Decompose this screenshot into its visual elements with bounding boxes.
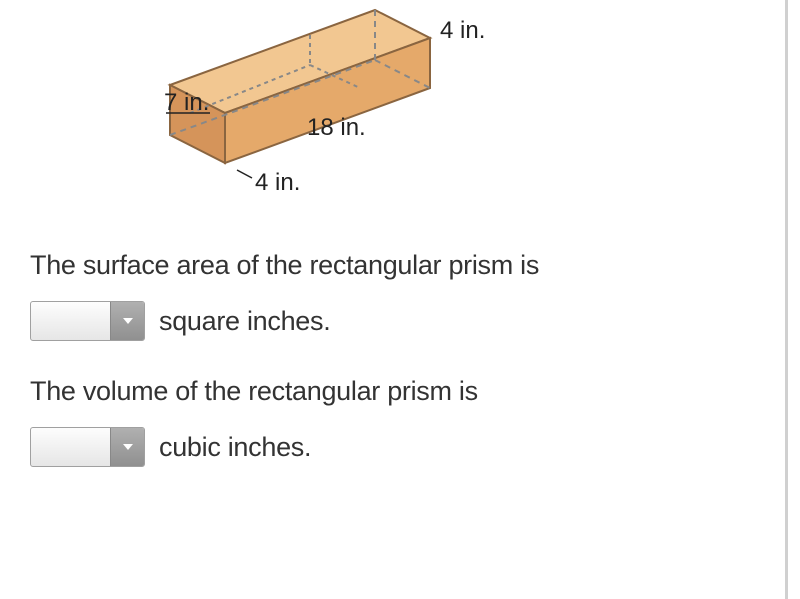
prism-svg: 4 in. 7 in. 18 in. 4 in. — [70, 0, 520, 220]
surface-area-unit: square inches. — [159, 306, 330, 337]
volume-unit: cubic inches. — [159, 432, 311, 463]
dim-width: 4 in. — [255, 169, 300, 196]
dim-width-tick — [237, 170, 252, 178]
surface-area-answer-line: square inches. — [30, 301, 730, 341]
surface-area-dropdown-body[interactable] — [31, 302, 110, 340]
volume-prompt: The volume of the rectangular prism is — [30, 376, 730, 407]
surface-area-dropdown[interactable] — [30, 301, 145, 341]
volume-dropdown-body[interactable] — [31, 428, 110, 466]
dim-height: 4 in. — [440, 17, 485, 44]
volume-dropdown-arrow[interactable] — [110, 428, 144, 466]
dim-depth: 7 in. — [164, 89, 209, 116]
chevron-down-icon — [122, 443, 134, 451]
chevron-down-icon — [122, 317, 134, 325]
volume-answer-line: cubic inches. — [30, 427, 730, 467]
volume-dropdown[interactable] — [30, 427, 145, 467]
dim-length: 18 in. — [307, 114, 366, 141]
content-area: 4 in. 7 in. 18 in. 4 in. The surface are… — [0, 0, 760, 467]
surface-area-prompt: The surface area of the rectangular pris… — [30, 250, 730, 281]
prism-diagram: 4 in. 7 in. 18 in. 4 in. — [70, 0, 520, 220]
surface-area-dropdown-arrow[interactable] — [110, 302, 144, 340]
scrollbar-track[interactable] — [785, 0, 788, 599]
scrollbar[interactable] — [784, 0, 800, 599]
